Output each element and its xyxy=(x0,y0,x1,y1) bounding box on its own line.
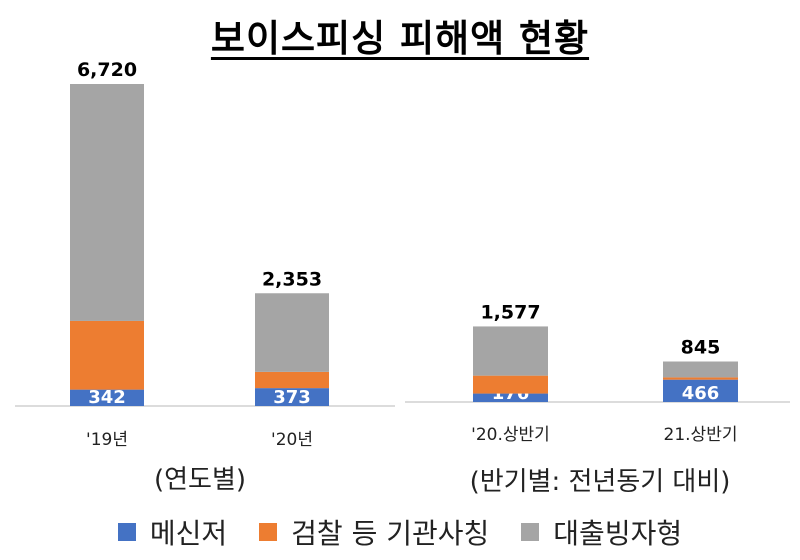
legend: 메신저 검찰 등 기관사칭 대출빙자형 xyxy=(0,512,800,552)
chart-title-text: 보이스피싱 피해액 현황 xyxy=(210,17,590,60)
category-label: '20년 xyxy=(271,430,313,450)
panel-subtitle: (반기별: 전년동기 대비) xyxy=(470,467,731,497)
data-label: 342 xyxy=(88,387,126,408)
legend-swatch-agency xyxy=(259,523,278,541)
total-label: 2,353 xyxy=(262,268,322,290)
stacked-bar-chart: 3426,720'19년3732,353'20년(연도별)1761,577'20… xyxy=(15,59,790,497)
bar-segment xyxy=(70,84,144,321)
bar-segment xyxy=(663,361,738,378)
bar-segment xyxy=(255,293,329,372)
bar-segment xyxy=(473,393,548,402)
legend-swatch-messenger xyxy=(117,523,136,541)
category-label: 21.상반기 xyxy=(664,425,738,445)
legend-swatch-loan xyxy=(521,523,540,541)
bar-segment xyxy=(473,375,548,394)
bar-segment xyxy=(255,388,329,406)
legend-label-messenger: 메신저 xyxy=(149,517,228,550)
legend-label-agency: 검찰 등 기관사칭 xyxy=(291,517,490,550)
bar-segment xyxy=(473,326,548,376)
total-label: 6,720 xyxy=(77,59,137,81)
category-label: '20.상반기 xyxy=(471,425,550,445)
legend-item-agency: 검찰 등 기관사칭 xyxy=(259,512,489,552)
bar-segment xyxy=(70,320,144,390)
data-label: 373 xyxy=(273,387,311,408)
legend-item-messenger: 메신저 xyxy=(117,512,228,552)
legend-label-loan: 대출빙자형 xyxy=(553,517,683,550)
legend-item-loan: 대출빙자형 xyxy=(521,512,682,552)
chart-title: 보이스피싱 피해액 현황 xyxy=(0,8,800,62)
bar-segment xyxy=(663,377,738,380)
total-label: 1,577 xyxy=(480,301,540,323)
bar-segment xyxy=(255,371,329,389)
panel-subtitle: (연도별) xyxy=(154,465,246,495)
bar-segment xyxy=(663,379,738,402)
category-label: '19년 xyxy=(86,430,128,450)
data-label: 466 xyxy=(682,383,720,404)
bar-segment xyxy=(70,389,144,406)
total-label: 845 xyxy=(681,337,721,359)
